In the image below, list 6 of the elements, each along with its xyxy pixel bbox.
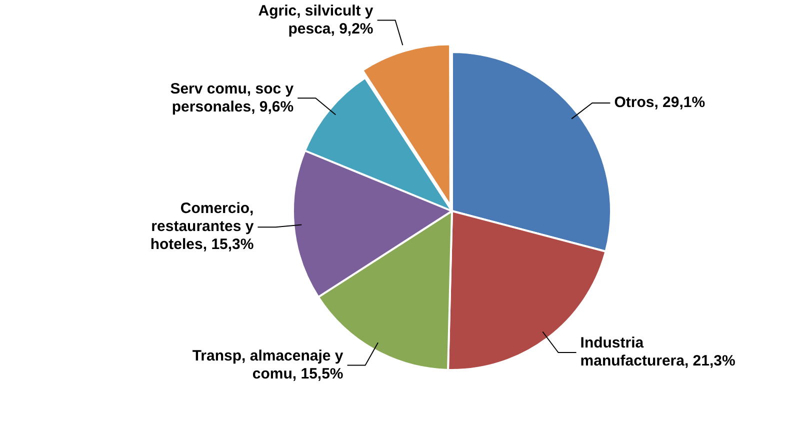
- slice-label: Agric, silvicult y pesca, 9,2%: [258, 2, 374, 38]
- slice-label: Industria manufacturera, 21,3%: [580, 334, 736, 370]
- slice-label: Otros, 29,1%: [614, 94, 706, 112]
- slice-label: Transp, almacenaje y comu, 15,5%: [192, 347, 344, 382]
- slice-label: Comercio, restaurantes y hoteles, 15,3%: [150, 200, 254, 254]
- slice-label: Serv comu, soc y personales, 9,6%: [170, 80, 294, 116]
